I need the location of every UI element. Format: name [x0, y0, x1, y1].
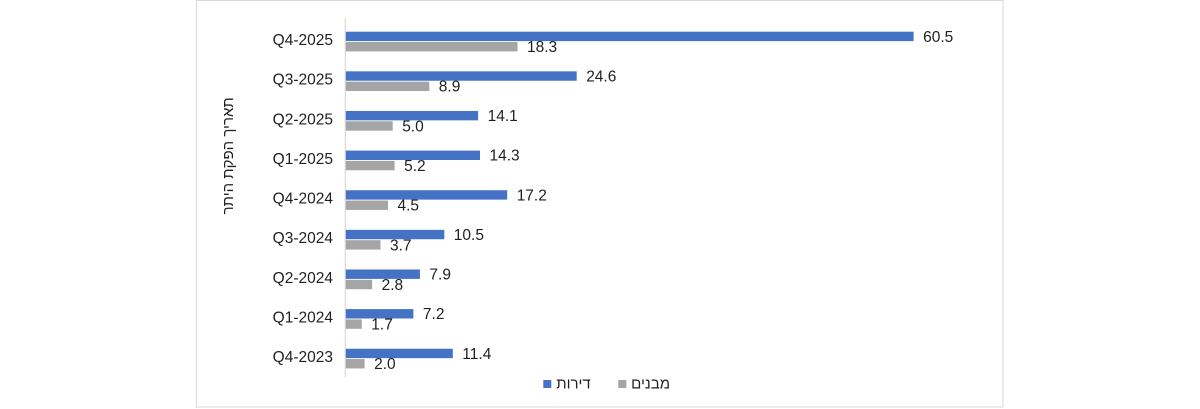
svg-text:60.5: 60.5 [923, 29, 953, 46]
svg-text:5.0: 5.0 [402, 118, 424, 135]
svg-text:1.7: 1.7 [371, 317, 393, 334]
svg-text:Q1-2024: Q1-2024 [273, 309, 334, 326]
svg-text:17.2: 17.2 [517, 187, 547, 204]
svg-text:4.5: 4.5 [398, 198, 420, 215]
svg-text:Q4-2024: Q4-2024 [273, 191, 334, 208]
svg-text:Q3-2024: Q3-2024 [273, 230, 334, 247]
svg-text:7.9: 7.9 [429, 267, 451, 284]
svg-text:2.0: 2.0 [374, 356, 396, 373]
svg-text:2.8: 2.8 [382, 277, 404, 294]
svg-text:דירות: דירות [556, 376, 590, 393]
svg-text:14.3: 14.3 [490, 148, 520, 165]
svg-text:10.5: 10.5 [454, 227, 484, 244]
svg-text:14.1: 14.1 [488, 108, 518, 125]
svg-text:8.9: 8.9 [439, 79, 461, 96]
svg-text:Q4-2025: Q4-2025 [273, 32, 333, 49]
svg-text:3.7: 3.7 [390, 237, 412, 254]
svg-text:Q3-2025: Q3-2025 [273, 72, 333, 89]
svg-text:7.2: 7.2 [423, 306, 445, 323]
svg-text:Q4-2023: Q4-2023 [273, 349, 333, 366]
svg-text:24.6: 24.6 [586, 68, 616, 85]
svg-text:18.3: 18.3 [527, 39, 557, 56]
svg-text:Q1-2025: Q1-2025 [273, 151, 333, 168]
svg-text:5.2: 5.2 [404, 158, 426, 175]
svg-text:Q2-2025: Q2-2025 [273, 111, 333, 128]
svg-text:מבנים: מבנים [631, 376, 670, 393]
svg-text:תאריך הפקת היתר: תאריך הפקת היתר [220, 97, 237, 214]
svg-text:11.4: 11.4 [462, 346, 491, 363]
svg-text:Q2-2024: Q2-2024 [273, 270, 334, 287]
